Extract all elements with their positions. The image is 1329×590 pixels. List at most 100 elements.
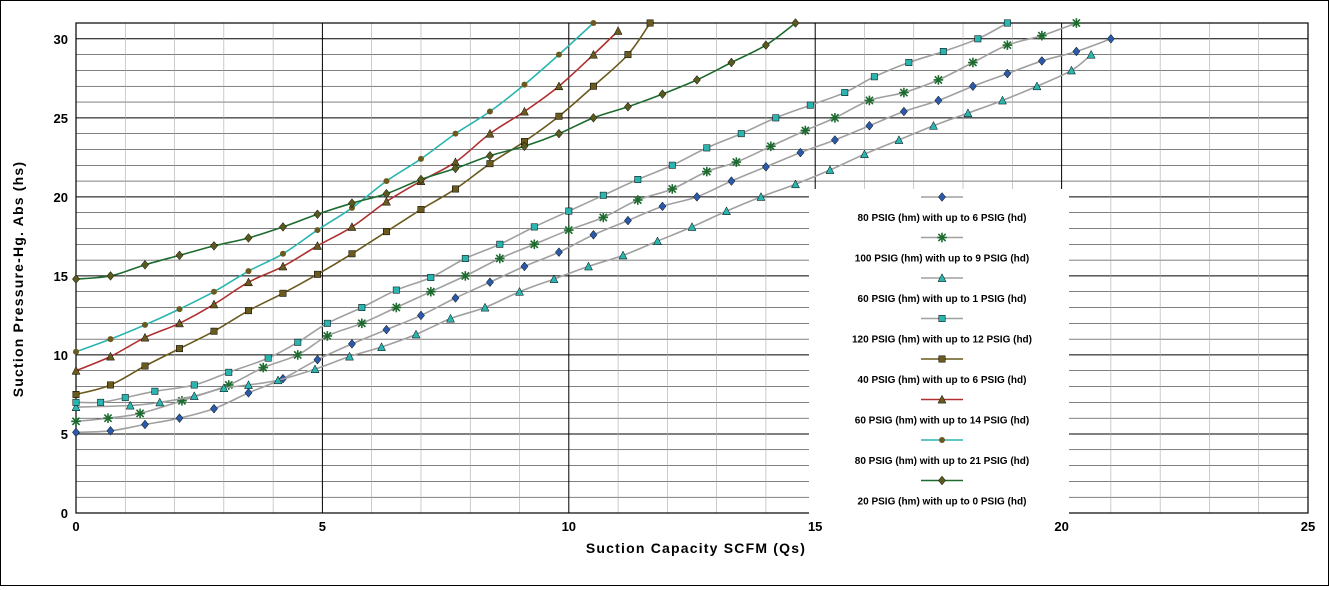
data-point	[668, 161, 676, 169]
legend-item: 60 PSIG (hm) with up to 1 PSIG (hd)	[858, 273, 1026, 305]
data-point	[347, 222, 357, 231]
data-point	[589, 113, 598, 123]
x-tick-label: 25	[1301, 519, 1315, 534]
data-point	[632, 195, 643, 205]
x-tick-label: 15	[808, 519, 822, 534]
series-7	[73, 20, 597, 355]
legend-item: 80 PSIG (hm) with up to 6 PSIG (hd)	[858, 192, 1027, 224]
data-point	[800, 125, 811, 136]
data-point	[452, 130, 459, 137]
data-point	[899, 87, 909, 98]
data-point	[624, 101, 632, 112]
data-point	[653, 236, 662, 245]
legend-marker	[938, 192, 946, 202]
x-tick-label: 0	[72, 519, 79, 534]
data-point	[480, 302, 490, 312]
data-point	[486, 108, 493, 115]
data-point	[383, 228, 390, 236]
data-point	[658, 89, 667, 99]
data-point	[72, 391, 80, 398]
legend-marker	[938, 475, 946, 486]
series-6	[71, 26, 623, 375]
data-point	[860, 149, 869, 159]
data-point	[244, 233, 253, 243]
legend-item: 120 PSIG (hm) with up to 12 PSIG (hd)	[852, 315, 1032, 346]
data-point	[417, 206, 425, 213]
legend-marker	[938, 315, 946, 322]
data-point	[549, 274, 559, 283]
legend-label: 80 PSIG (hm) with up to 6 PSIG (hd)	[858, 213, 1027, 224]
data-point	[106, 351, 115, 361]
data-point	[1002, 40, 1013, 50]
data-point	[72, 427, 80, 438]
data-point	[864, 95, 875, 106]
data-point	[155, 397, 165, 407]
data-point	[292, 350, 303, 360]
data-point	[825, 165, 835, 174]
data-point	[486, 277, 494, 288]
data-point	[209, 299, 219, 309]
data-point	[624, 51, 632, 59]
data-point	[701, 166, 712, 177]
data-point	[830, 113, 840, 123]
data-point	[426, 286, 436, 297]
data-point	[314, 227, 321, 234]
data-point	[294, 338, 302, 346]
data-point	[244, 277, 253, 287]
data-point	[485, 128, 495, 138]
data-point	[899, 106, 908, 117]
data-point	[451, 163, 460, 174]
data-point	[452, 185, 459, 193]
data-point	[1086, 49, 1096, 59]
data-point	[97, 398, 105, 406]
data-point	[417, 310, 425, 321]
series-8	[72, 18, 800, 284]
series-line	[75, 22, 594, 353]
data-point	[998, 95, 1007, 105]
data-point	[392, 286, 400, 294]
data-point	[279, 222, 287, 232]
data-point	[71, 416, 81, 427]
x-tick-label: 10	[562, 519, 576, 534]
data-point	[175, 413, 184, 423]
data-point	[905, 59, 913, 66]
data-point	[176, 306, 183, 313]
legend-item: 20 PSIG (hm) with up to 0 PSIG (hd)	[858, 475, 1026, 508]
data-point	[791, 18, 800, 28]
data-point	[1037, 30, 1047, 41]
legend-item: 40 PSIG (hm) with up to 6 PSIG (hd)	[858, 355, 1026, 386]
data-point	[106, 271, 115, 281]
data-point	[210, 241, 218, 251]
data-point	[865, 120, 874, 131]
data-point	[461, 255, 469, 262]
legend: 80 PSIG (hm) with up to 6 PSIG (hd) 100 P…	[809, 189, 1069, 517]
data-point	[244, 388, 253, 398]
legend-marker	[939, 437, 945, 443]
data-point	[151, 387, 159, 395]
data-point	[939, 48, 947, 55]
data-point	[598, 212, 609, 223]
data-point	[722, 206, 731, 215]
data-point	[382, 196, 391, 206]
series-line	[75, 22, 796, 280]
grid	[75, 22, 1309, 514]
data-point	[358, 304, 366, 311]
data-point	[1106, 34, 1115, 44]
series-1	[72, 34, 1115, 438]
data-point	[1072, 46, 1081, 57]
data-point	[245, 268, 252, 275]
data-point	[1071, 18, 1082, 28]
data-point	[1003, 68, 1012, 79]
data-point	[244, 380, 253, 389]
data-point	[310, 364, 320, 374]
data-point	[377, 342, 386, 351]
data-point	[555, 112, 563, 120]
data-point	[841, 89, 849, 96]
data-point	[210, 403, 218, 414]
data-point	[521, 81, 528, 88]
x-tick-label: 20	[1054, 519, 1068, 534]
data-point	[554, 81, 564, 91]
data-point	[693, 75, 701, 85]
data-point	[176, 345, 183, 353]
legend-label: 100 PSIG (hm) with up to 9 PSIG (hd)	[855, 254, 1029, 265]
